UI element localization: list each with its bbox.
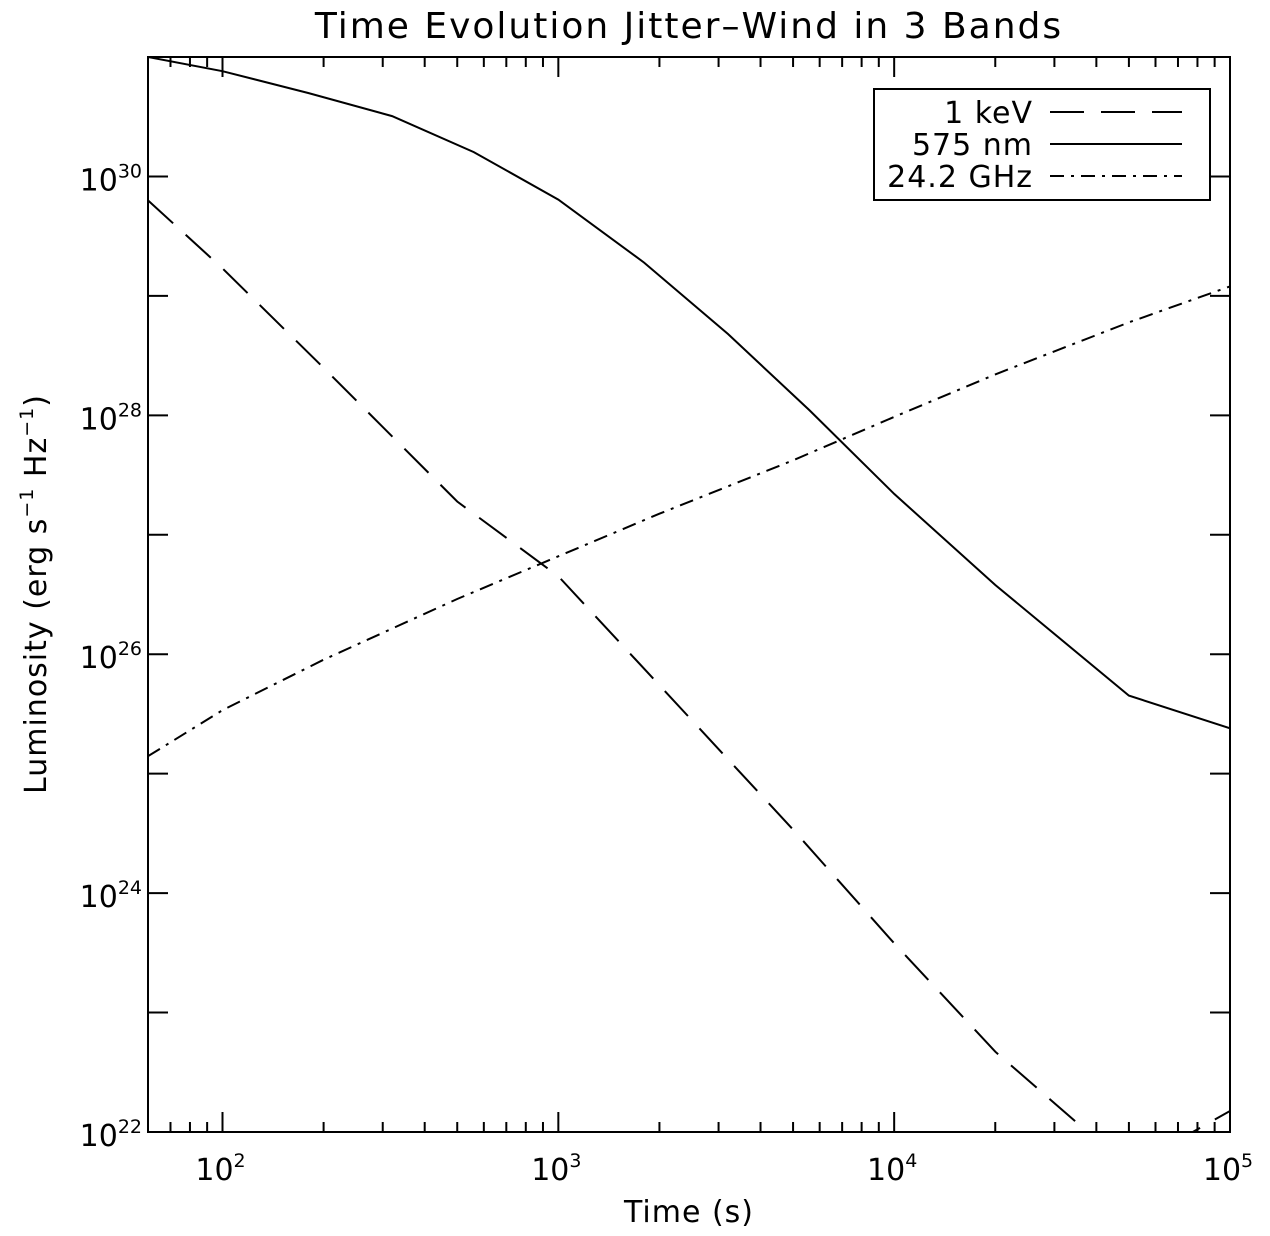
ticks-layer (147, 57, 1231, 1133)
y-tick-label: 1022 (80, 1116, 142, 1154)
legend-label-575-nm: 575 nm (912, 128, 1033, 163)
series-layer (148, 57, 1230, 1132)
y-axis-label-main: Luminosity (erg s (19, 518, 54, 794)
y-axis-label-sup1: −1 (16, 488, 38, 518)
y-axis-label-end: ) (19, 394, 54, 407)
y-tick-label: 1030 (80, 160, 142, 198)
tick-labels-layer: 102 103 104 105 1022 1024 1026 1028 1030 (80, 160, 1254, 1188)
y-tick-label: 1026 (80, 638, 142, 676)
y-axis-label-sup2: −1 (16, 407, 38, 437)
y-tick-label: 1028 (80, 399, 142, 437)
legend-label-24-2-ghz: 24.2 GHz (887, 160, 1033, 195)
series-line-575-nm (148, 57, 1230, 730)
x-tick-label: 104 (867, 1150, 917, 1188)
y-axis-label: Luminosity (erg s−1 Hz−1) (16, 394, 54, 794)
series-line-24-2-ghz (148, 285, 1230, 758)
x-tick-label: 102 (195, 1150, 245, 1188)
y-axis-label-mid: Hz (19, 437, 54, 488)
legend-label-1-kev: 1 keV (944, 96, 1033, 131)
x-tick-label: 105 (1203, 1150, 1253, 1188)
plot-frame (147, 56, 1231, 1133)
x-tick-label: 103 (531, 1150, 581, 1188)
chart-title: Time Evolution Jitter–Wind in 3 Bands (314, 6, 1063, 47)
x-axis-label: Time (s) (623, 1195, 754, 1230)
y-tick-label: 1024 (80, 877, 142, 915)
